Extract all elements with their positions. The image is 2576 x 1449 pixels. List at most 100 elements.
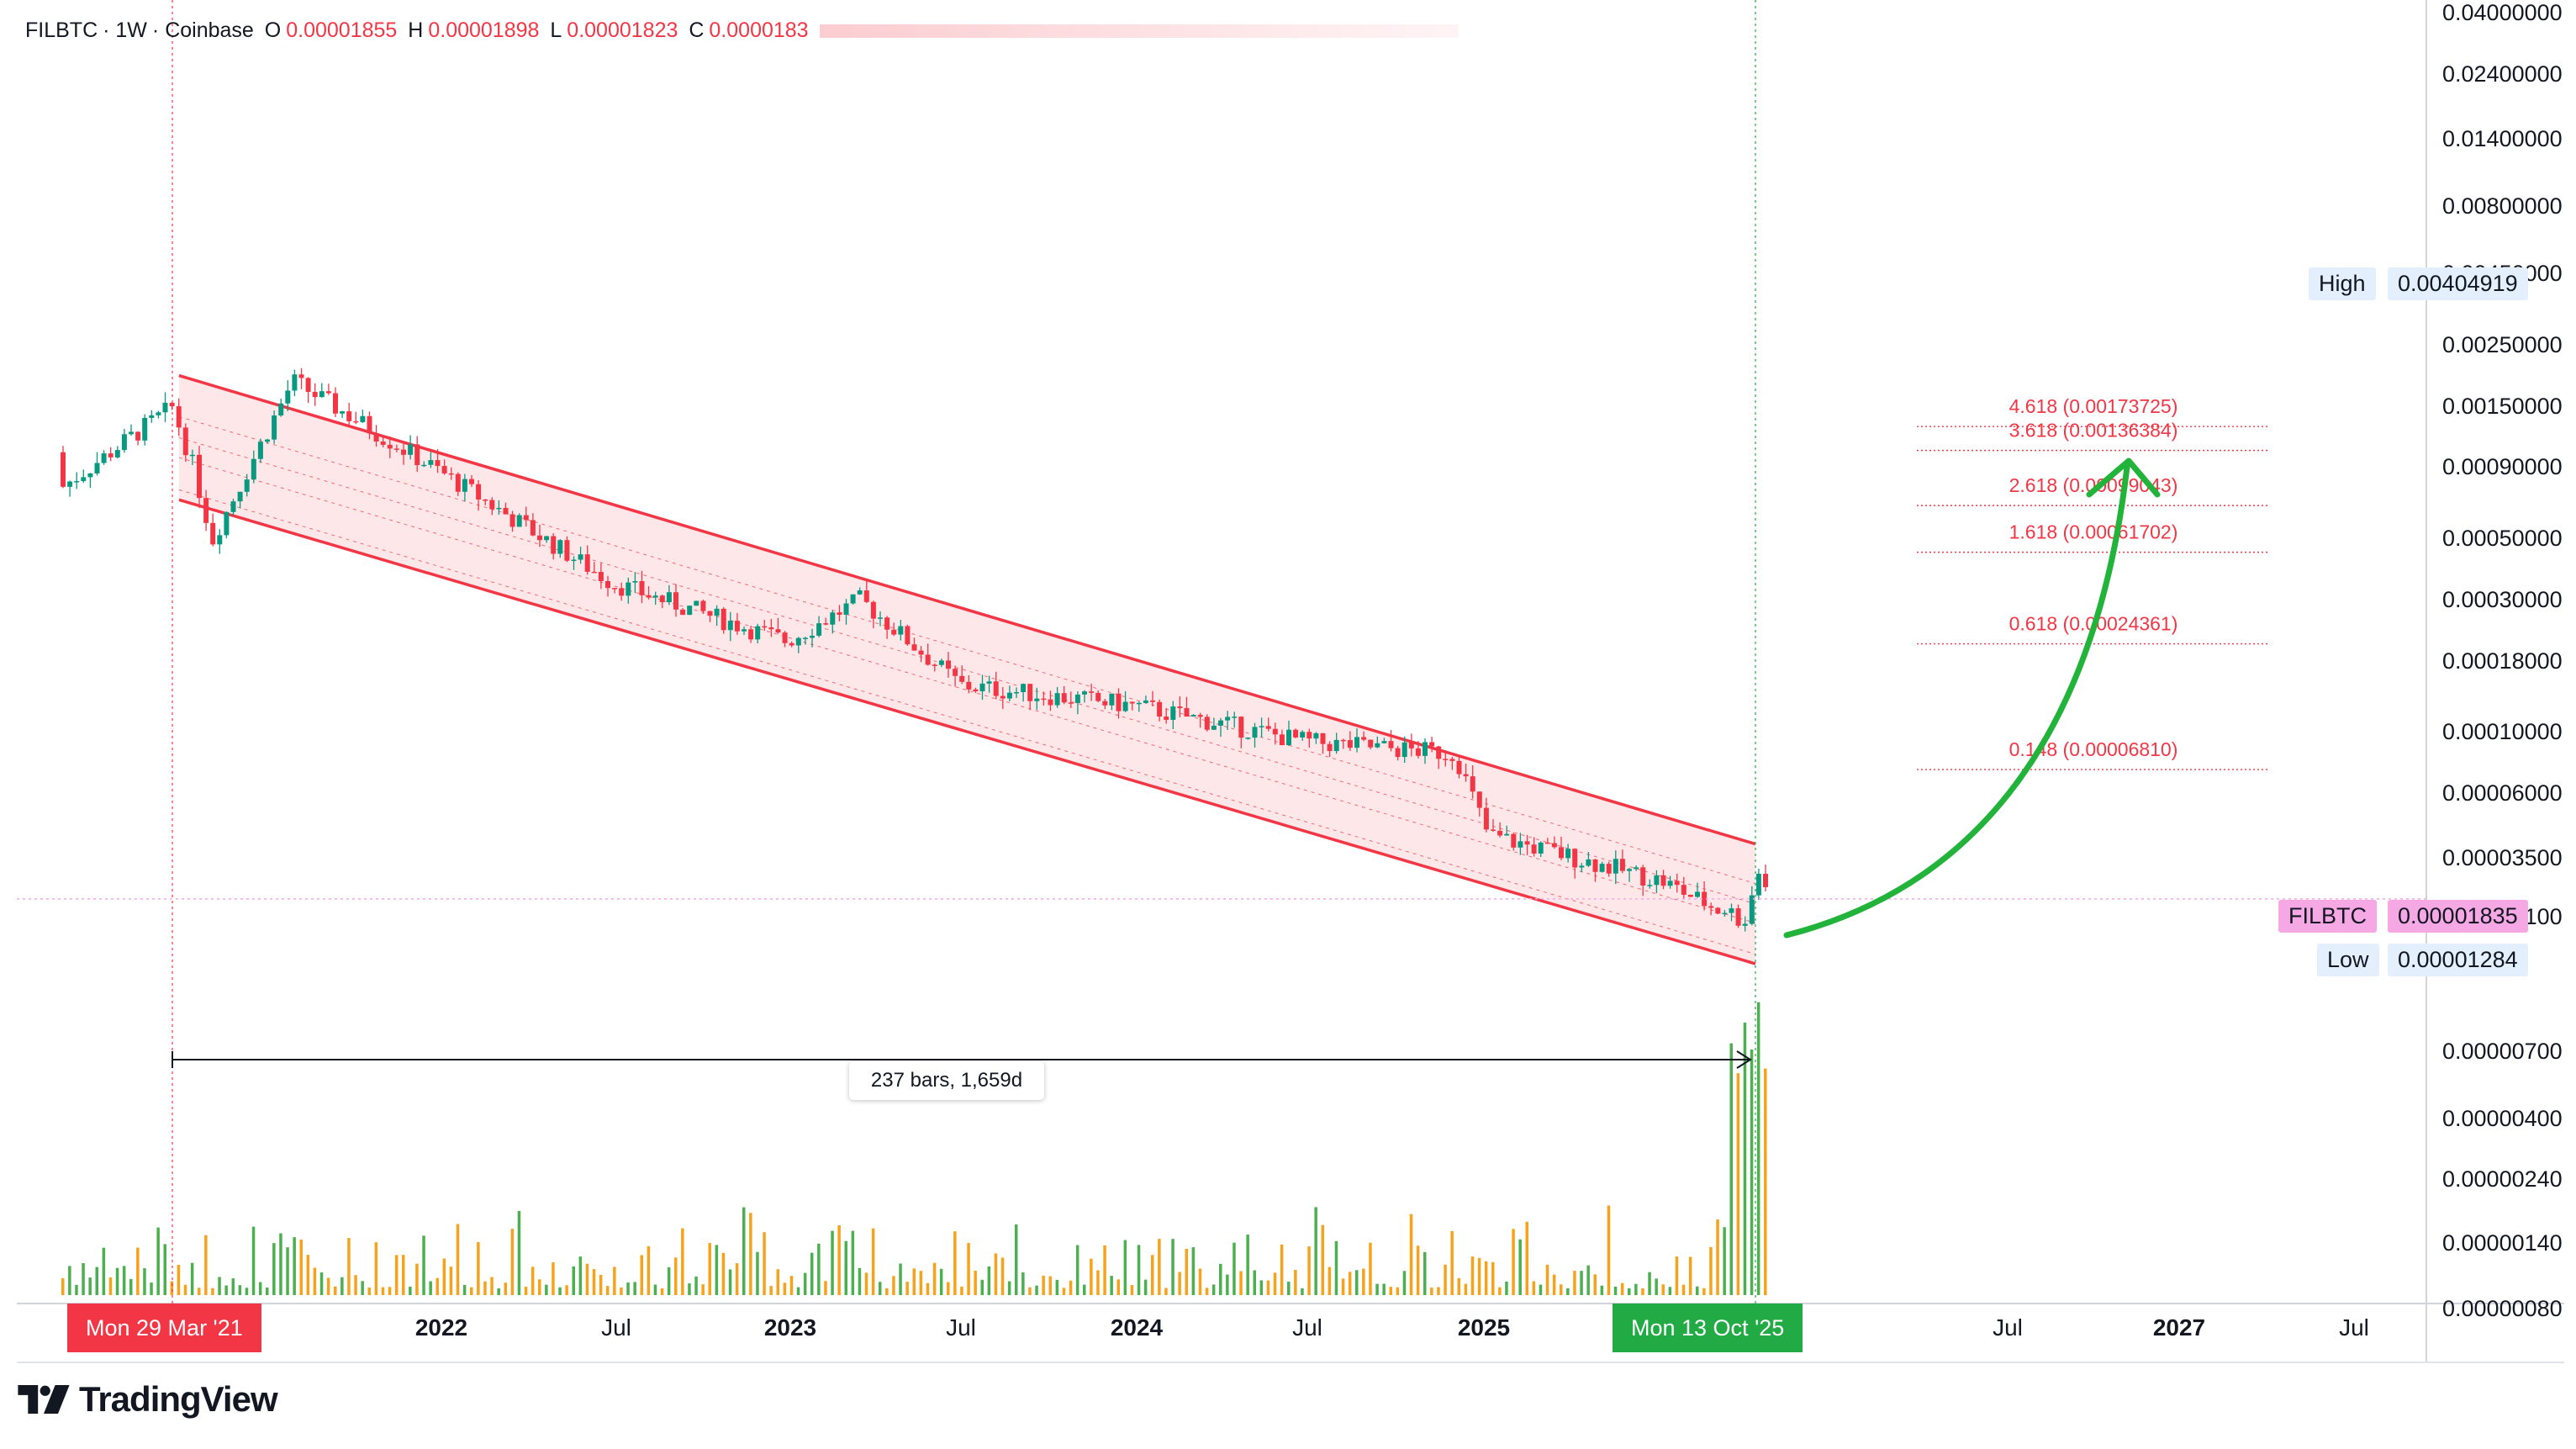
volume-bar — [892, 1276, 895, 1295]
candle-body — [530, 520, 536, 536]
candle-body — [1586, 859, 1592, 866]
candle-body — [659, 595, 665, 603]
volume-bar — [531, 1267, 535, 1295]
candle-body — [938, 660, 944, 665]
price-tick: 0.04000000 — [2442, 0, 2563, 25]
candle-body — [217, 535, 223, 545]
candle-body — [1681, 885, 1687, 895]
candle-body — [101, 453, 107, 463]
volume-bar — [1362, 1268, 1365, 1295]
candle-body — [993, 681, 999, 696]
candle-body — [1619, 859, 1625, 871]
candle-body — [1082, 691, 1087, 695]
volume-bar — [1566, 1288, 1570, 1295]
volume-bar — [1287, 1282, 1291, 1295]
high-tag-label: High — [2319, 271, 2366, 296]
candle-body — [74, 481, 80, 483]
candle-body — [367, 415, 372, 434]
fib-extension[interactable]: 4.618 (0.00173725)3.618 (0.00136384)2.61… — [1917, 395, 2270, 770]
volume-bar — [653, 1284, 657, 1295]
high-label: H — [408, 19, 424, 42]
price-tick: 0.00250000 — [2442, 332, 2563, 357]
price-tick: 0.00800000 — [2442, 193, 2563, 219]
volume-bar — [1021, 1272, 1025, 1295]
volume-bar — [449, 1267, 453, 1295]
volume-bar — [953, 1231, 957, 1295]
candle-body — [1381, 741, 1387, 743]
volume-bar — [1416, 1245, 1420, 1295]
candle-body — [1190, 715, 1196, 717]
volume-bar — [218, 1277, 221, 1295]
volume-bar — [831, 1230, 834, 1295]
volume-bar — [1164, 1288, 1168, 1295]
candle-body — [1054, 693, 1060, 706]
date-markers — [17, 0, 2426, 1304]
volume-bar — [858, 1267, 862, 1295]
volume-bar — [1143, 1279, 1148, 1295]
candle-body — [1763, 873, 1768, 887]
candle-body — [891, 629, 897, 635]
candle-body — [1300, 732, 1306, 738]
candle-body — [632, 580, 638, 583]
projection-arrow[interactable] — [1783, 457, 2161, 939]
volume-bar — [620, 1287, 623, 1295]
tradingview-logo[interactable]: TradingView — [17, 1379, 278, 1420]
volume-bar — [1560, 1284, 1563, 1295]
volume-bar — [1075, 1245, 1079, 1295]
volume-bar — [742, 1207, 746, 1295]
interval[interactable]: 1W — [115, 19, 147, 42]
candle-body — [544, 536, 550, 541]
candle-body — [182, 427, 188, 456]
candle-body — [1470, 776, 1475, 792]
exchange: Coinbase — [165, 19, 254, 42]
volume-bar — [694, 1276, 698, 1295]
candle-body — [1742, 923, 1748, 926]
candle-body — [1048, 699, 1053, 706]
candle-body — [462, 479, 467, 492]
volume-bar — [1702, 1288, 1706, 1295]
fib-level-label: 4.618 (0.00173725) — [2009, 395, 2178, 417]
volume-bar — [129, 1278, 133, 1295]
volume-bar — [578, 1256, 583, 1295]
candle-body — [734, 621, 740, 632]
volume-bar — [1696, 1286, 1699, 1295]
volume-bar — [1062, 1288, 1066, 1295]
volume-bar — [552, 1262, 555, 1295]
candle-body — [857, 590, 863, 595]
candle-body — [61, 452, 66, 487]
volume-bar — [1280, 1244, 1284, 1295]
candle-body — [176, 406, 182, 428]
candle-body — [837, 612, 842, 616]
volume-bar — [1586, 1265, 1590, 1295]
candle-body — [87, 473, 93, 478]
candle-body — [1021, 684, 1027, 692]
candle-body — [707, 611, 713, 616]
time-axis[interactable]: 2022Jul2023Jul2024Jul2025JulJul2027Jul — [415, 1314, 2369, 1341]
volume-bar — [640, 1255, 643, 1295]
volume-bar — [1083, 1284, 1086, 1295]
candle-body — [114, 450, 120, 457]
time-tick: 2025 — [1458, 1314, 1510, 1341]
candle-body — [393, 448, 399, 450]
candle-body — [1061, 693, 1067, 703]
candle-body — [1640, 867, 1646, 886]
volume-bar — [606, 1286, 610, 1295]
candle-body — [1238, 717, 1244, 738]
volume-bar — [279, 1233, 282, 1295]
descending-channel[interactable] — [178, 373, 1756, 965]
candle-body — [673, 592, 678, 610]
volume-bar — [1525, 1221, 1528, 1295]
price-axis[interactable]: 0.04000000 0.02400000 0.01400000 0.00800000… — [2442, 0, 2563, 1321]
candle-body — [1599, 864, 1605, 872]
candle-body — [108, 453, 113, 457]
candle-body — [1708, 906, 1714, 908]
volume-bar — [238, 1285, 242, 1295]
candle-body — [1265, 726, 1271, 729]
symbol-name[interactable]: FILBTC — [25, 19, 98, 42]
candle-body — [537, 535, 542, 541]
time-tick: 2024 — [1111, 1314, 1164, 1341]
volume-bar — [402, 1255, 405, 1295]
volume-bar — [926, 1282, 930, 1295]
candle-body — [810, 635, 815, 638]
